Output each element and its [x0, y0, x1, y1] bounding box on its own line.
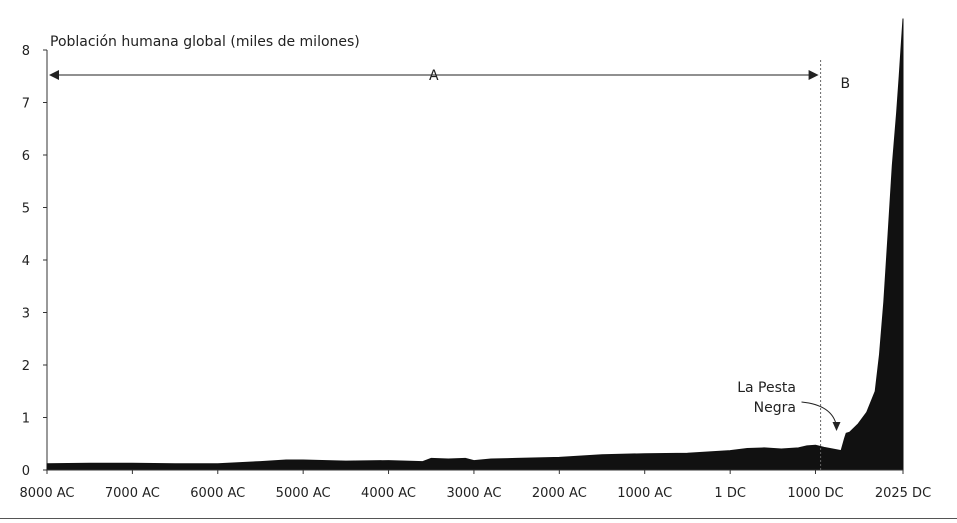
x-tick-label: 1 DC — [714, 486, 746, 501]
area-layer — [46, 18, 904, 471]
x-tick-label: 8000 AC — [20, 486, 75, 501]
bottom-rule — [0, 518, 957, 519]
arrowhead-left — [49, 70, 59, 80]
x-tick-label: 2000 AC — [532, 486, 587, 501]
black-death-label-2: Negra — [754, 400, 796, 416]
annotation-layer: Población humana global (miles de milone… — [49, 34, 850, 470]
x-tick-label: 6000 AC — [190, 486, 245, 501]
x-tick-label: 2025 DC — [875, 486, 931, 501]
y-tick-label: 3 — [22, 307, 30, 322]
population-area — [46, 18, 904, 471]
arrowhead-right — [808, 70, 819, 80]
x-tick-label: 7000 AC — [105, 486, 160, 501]
range-a-label: A — [429, 68, 439, 84]
black-death-pointer — [801, 401, 838, 427]
x-tick-label: 1000 AC — [617, 486, 672, 501]
chart-title: Población humana global (miles de milone… — [50, 34, 360, 50]
x-tick-label: 5000 AC — [276, 486, 331, 501]
x-tick-label: 1000 DC — [787, 486, 843, 501]
y-tick-label: 0 — [22, 464, 30, 479]
y-tick-label: 7 — [22, 97, 30, 112]
black-death-arrowhead — [832, 422, 841, 431]
x-tick-label: 3000 AC — [446, 486, 501, 501]
range-b-label: B — [841, 76, 851, 92]
y-tick-label: 4 — [22, 254, 30, 269]
y-tick-label: 1 — [22, 412, 30, 427]
y-ticks: 0 1 2 3 4 5 6 7 8 — [22, 44, 47, 479]
x-tick-label: 4000 AC — [361, 486, 416, 501]
x-ticks: 8000 AC 7000 AC 6000 AC 5000 AC 4000 AC 3000 … — [20, 470, 931, 501]
y-tick-label: 2 — [22, 359, 30, 374]
y-tick-label: 6 — [22, 149, 30, 164]
black-death-label-1: La Pesta — [737, 380, 796, 396]
y-tick-label: 5 — [22, 202, 30, 217]
y-tick-label: 8 — [22, 44, 30, 59]
